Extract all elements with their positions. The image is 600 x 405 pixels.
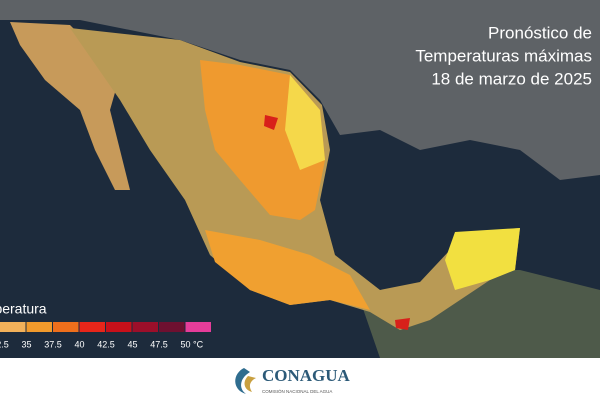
southwest-hot-zone xyxy=(205,230,370,310)
legend-swatch xyxy=(26,322,52,332)
title-line: Pronóstico de xyxy=(488,23,592,42)
brand-subtitle: COMISIÓN NACIONAL DEL AGUA xyxy=(262,388,332,394)
title-line: Temperaturas máximas xyxy=(415,46,592,65)
legend-tick-label: 32.5 xyxy=(0,339,9,349)
legend-swatch xyxy=(132,322,158,332)
title-line: 18 de marzo de 2025 xyxy=(431,69,592,88)
legend-tick-label: 35 xyxy=(21,339,31,349)
footer-band xyxy=(0,358,600,400)
brand: CONAGUA xyxy=(262,366,351,385)
legend-swatch xyxy=(159,322,185,332)
legend-tick-label: 50 °C xyxy=(181,339,204,349)
north-land xyxy=(0,0,600,180)
legend-title: Temperatura xyxy=(0,301,47,317)
legend-tick-label: 47.5 xyxy=(150,339,168,349)
legend-swatch xyxy=(0,322,26,332)
legend-tick-label: 40 xyxy=(74,339,84,349)
logo-icon xyxy=(244,376,256,392)
legend-swatch xyxy=(53,322,79,332)
legend-tick-label: 37.5 xyxy=(44,339,62,349)
legend: 32.5 35 37.5 40 42.5 45 47.5 50 °C xyxy=(0,322,211,349)
legend-swatch xyxy=(106,322,132,332)
legend-tick-label: 45 xyxy=(127,339,137,349)
logo-icon xyxy=(235,368,250,394)
legend-swatch xyxy=(185,322,211,332)
hotspot xyxy=(395,318,410,330)
yucatan xyxy=(445,228,520,290)
hotspot xyxy=(264,115,278,130)
legend-tick-label: 42.5 xyxy=(97,339,115,349)
northeast-warm xyxy=(285,75,325,170)
legend-swatch xyxy=(79,322,105,332)
